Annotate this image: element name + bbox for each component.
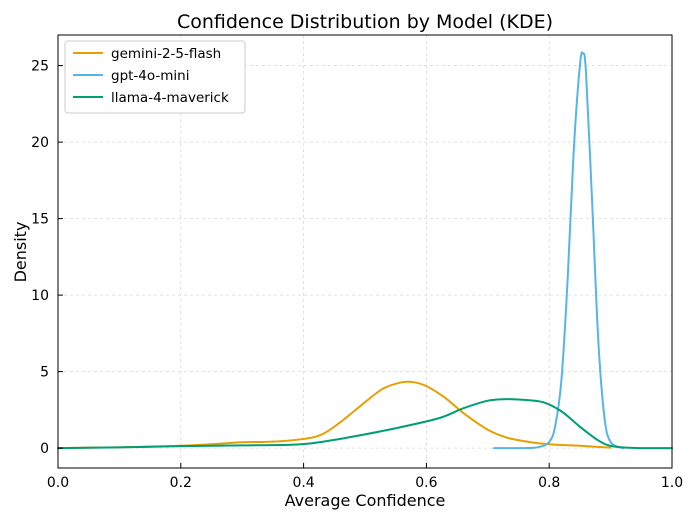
y-tick-label: 15 (31, 212, 49, 228)
x-tick-label: 0.8 (538, 475, 560, 491)
series-line-gemini-2-5-flash (57, 380, 612, 450)
chart-title: Confidence Distribution by Model (KDE) (177, 11, 553, 33)
x-tick-label: 1.0 (661, 475, 683, 491)
series-layer (57, 51, 673, 450)
y-tick-label: 20 (31, 135, 49, 151)
x-axis-label: Average Confidence (285, 491, 446, 510)
y-axis-label: Density (11, 222, 30, 283)
y-tick-label: 5 (40, 365, 49, 381)
y-tick-label: 25 (31, 59, 49, 75)
y-tick-label: 10 (31, 288, 49, 304)
x-tick-label: 0.4 (292, 475, 314, 491)
legend-label-gemini-2-5-flash: gemini-2-5-flash (111, 46, 221, 62)
legend-box (64, 40, 246, 114)
legend: gemini-2-5-flash gpt-4o-mini llama-4-maver… (64, 40, 246, 114)
legend-label-llama-4-maverick: llama-4-maverick (111, 90, 229, 106)
y-tick-label: 0 (40, 441, 49, 457)
x-tick-label: 0.0 (47, 475, 69, 491)
series-line-gpt-4o-mini (492, 51, 624, 450)
x-tick-label: 0.2 (170, 475, 192, 491)
plot-frame (57, 34, 673, 469)
tick-layer: 0.0 0.2 0.4 0.6 0.8 1.0 0 5 10 15 20 25 (31, 59, 683, 491)
x-tick-label: 0.6 (415, 475, 437, 491)
legend-label-gpt-4o-mini: gpt-4o-mini (111, 68, 189, 84)
series-line-llama-4-maverick (57, 398, 673, 450)
